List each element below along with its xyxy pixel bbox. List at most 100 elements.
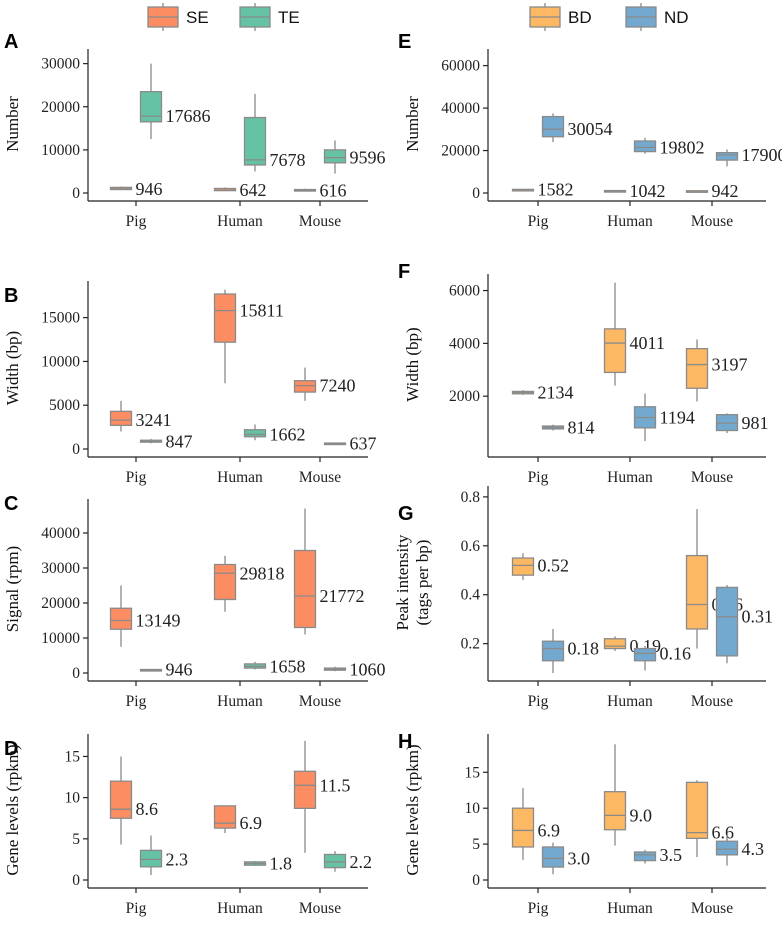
x-tick-label: Human <box>607 900 653 917</box>
data-label: 981 <box>742 413 769 433</box>
data-label: 616 <box>320 180 347 200</box>
box-body <box>715 840 739 856</box>
box-body <box>685 781 709 840</box>
x-tick-label: Human <box>217 693 263 710</box>
box-se-human: 6.9 <box>213 805 262 833</box>
y-tick-label: 20000 <box>41 595 80 612</box>
panel-letter: G <box>398 503 414 525</box>
data-label: 1658 <box>270 656 306 676</box>
box-nd-mouse: 981 <box>715 413 769 434</box>
box-body <box>603 638 627 650</box>
box-body <box>243 429 267 438</box>
y-tick-label: 15 <box>465 764 481 781</box>
data-label: 1662 <box>270 424 306 444</box>
x-tick-label: Mouse <box>299 213 341 230</box>
x-tick-label: Mouse <box>299 469 341 486</box>
panel-e: E 0 20000 40000 60000 Pig Human Mouse Number 1582… <box>398 31 782 230</box>
box-te-mouse: 2.2 <box>323 851 372 872</box>
y-tick-label: 0 <box>472 872 480 889</box>
box-bd-pig: 6.9 <box>511 788 561 860</box>
box-body <box>603 791 627 831</box>
box-bd-human: 9.0 <box>603 744 652 846</box>
y-tick-label: 40000 <box>441 100 480 117</box>
box-nd-pig: 30054 <box>541 113 613 143</box>
box-bd-pig: 1582 <box>511 180 574 200</box>
data-label: 1582 <box>538 180 574 200</box>
box-bd-human: 4011 <box>603 282 665 386</box>
box-te-human: 1658 <box>243 656 306 676</box>
y-tick-label: 0 <box>72 441 80 458</box>
x-tick-label: Human <box>607 469 653 486</box>
box-nd-pig: 3.0 <box>541 842 590 875</box>
y-tick-label: 0.6 <box>461 538 481 555</box>
data-label: 3197 <box>712 355 748 375</box>
data-label: 1060 <box>350 659 386 679</box>
x-tick-label: Human <box>607 693 653 710</box>
data-label: 0.52 <box>538 555 570 575</box>
legend-label-bd: BD <box>568 8 592 27</box>
panel-letter: D <box>4 738 18 760</box>
panel-g: G 0.2 0.4 0.6 0.8 Pig Human Mouse Peak intensity… <box>393 486 773 710</box>
box-bd-pig: 2134 <box>511 383 574 403</box>
box-body <box>139 849 163 868</box>
panel-letter: E <box>398 31 411 53</box>
box-nd-mouse: 4.3 <box>715 834 765 866</box>
box-se-pig: 946 <box>109 179 163 199</box>
x-tick-label: Mouse <box>691 693 733 710</box>
legend-item-se: SE <box>147 3 209 31</box>
data-label: 946 <box>136 179 163 199</box>
x-tick-label: Pig <box>528 469 549 486</box>
data-label: 8.6 <box>136 799 159 819</box>
y-axis-title: Width (bp) <box>3 331 22 405</box>
box-te-human: 1.8 <box>243 854 293 874</box>
box-nd-mouse: 17900 <box>715 145 782 167</box>
box-bd-mouse: 942 <box>685 181 739 201</box>
legend-item-nd: ND <box>625 3 689 31</box>
x-tick-label: Mouse <box>691 900 733 917</box>
data-label: 9596 <box>350 148 386 168</box>
x-tick-label: Mouse <box>299 693 341 710</box>
panel-c: C 0 10000 20000 30000 40000 Pig Human Mouse Signa… <box>3 493 386 710</box>
data-label: 942 <box>712 181 739 201</box>
data-label: 6.6 <box>712 823 735 843</box>
box-bd-pig: 0.52 <box>511 553 570 581</box>
y-axis-title: Number <box>403 96 422 152</box>
box-body <box>243 116 267 166</box>
data-label: 2134 <box>538 383 574 403</box>
box-te-human: 7678 <box>243 93 306 172</box>
data-label: 0.18 <box>568 639 600 659</box>
y-axis-title: Signal (rpm) <box>3 546 22 632</box>
box-se-mouse: 7240 <box>293 367 356 401</box>
data-label: 3.5 <box>660 845 683 865</box>
box-se-mouse: 21772 <box>293 508 365 635</box>
x-tick-label: Pig <box>528 213 549 230</box>
legend-item-te: TE <box>239 3 300 31</box>
y-tick-label: 5 <box>472 836 480 853</box>
box-body <box>293 380 317 393</box>
data-label: 7240 <box>320 376 356 396</box>
box-nd-human: 1194 <box>633 393 695 442</box>
box-body <box>633 647 657 662</box>
panel-letter: F <box>398 261 410 283</box>
panel-letter: H <box>398 731 412 753</box>
box-body <box>109 780 133 819</box>
data-label: 6.9 <box>538 820 561 840</box>
y-tick-label: 10000 <box>41 630 80 647</box>
x-tick-label: Human <box>607 213 653 230</box>
panel-letter: B <box>4 285 18 307</box>
data-label: 4.3 <box>742 839 765 859</box>
y-axis-title: Gene levels (rpkm) <box>403 744 422 875</box>
y-tick-label: 20000 <box>41 99 80 116</box>
box-se-pig: 3241 <box>109 400 172 432</box>
panel-letter: A <box>4 31 18 53</box>
data-label: 4011 <box>630 333 665 353</box>
y-tick-label: 2000 <box>449 388 480 405</box>
box-te-mouse: 1060 <box>323 659 386 679</box>
data-label: 21772 <box>320 586 365 606</box>
box-body <box>213 563 237 601</box>
box-body <box>685 554 709 630</box>
data-label: 19802 <box>660 137 705 157</box>
y-tick-label: 10000 <box>41 142 80 159</box>
box-body <box>323 149 347 164</box>
data-label: 1.8 <box>270 854 293 874</box>
